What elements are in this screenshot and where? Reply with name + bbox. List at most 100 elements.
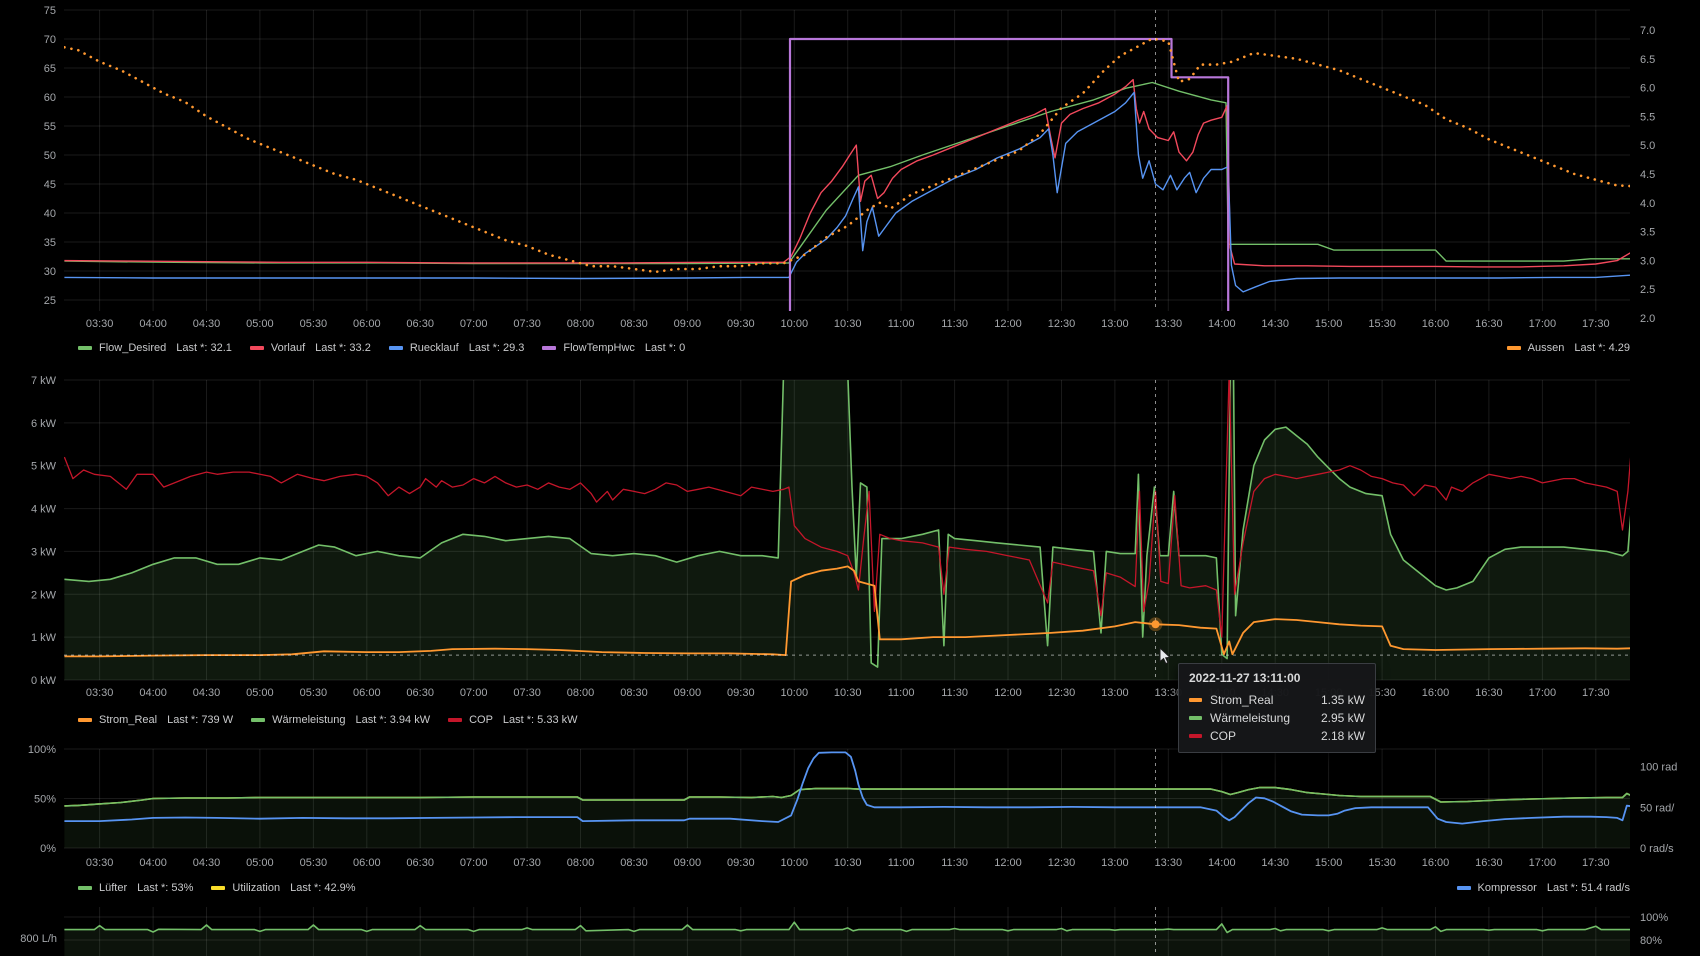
legend-item-ruecklauf[interactable]: Ruecklauf Last *: 29.3 [389, 342, 525, 354]
time-axis-label: 16:00 [1422, 318, 1450, 330]
charts-canvas[interactable]: 75706560555045403530257.06.56.05.55.04.5… [0, 0, 1700, 956]
time-axis-label: 13:00 [1101, 318, 1129, 330]
left-axis-label: 6 kW [31, 418, 57, 430]
legend-item-strom-real[interactable]: Strom_Real Last *: 739 W [78, 714, 233, 726]
series-color-chip [1189, 716, 1202, 720]
time-axis-label: 17:30 [1582, 318, 1610, 330]
time-axis-label: 07:00 [460, 687, 488, 699]
legend-item-kompressor[interactable]: Kompressor Last *: 51.4 rad/s [1457, 882, 1630, 894]
series-color-chip [211, 886, 225, 890]
legend-item-aussen[interactable]: Aussen Last *: 4.29 [1507, 342, 1630, 354]
right-axis-label: 2.5 [1640, 284, 1655, 296]
legend-last-value: Last *: 739 W [167, 714, 233, 726]
time-axis-label: 15:30 [1368, 318, 1396, 330]
chart-fan-compressor[interactable]: 100%50%0%100 rad50 rad/0 rad/s03:3004:00… [28, 744, 1677, 869]
legend-right-group: Kompressor Last *: 51.4 rad/s [1457, 878, 1630, 898]
time-axis-label: 09:30 [727, 857, 755, 869]
left-axis-label: 800 L/h [20, 933, 57, 945]
tooltip-series-name: Wärmeleistung [1210, 711, 1313, 725]
series-color-chip [78, 718, 92, 722]
tooltip-series-name: Strom_Real [1210, 693, 1313, 707]
left-axis-label: 4 kW [31, 504, 57, 516]
left-axis-label: 60 [44, 92, 56, 104]
series-color-chip [78, 886, 92, 890]
series-color-chip [251, 718, 265, 722]
legend-item-luefter[interactable]: Lüfter Last *: 53% [78, 882, 193, 894]
tooltip-series-value: 2.95 kW [1321, 711, 1365, 725]
time-axis-label: 12:30 [1048, 687, 1076, 699]
time-axis-label: 06:30 [406, 687, 434, 699]
left-axis-label: 0% [40, 843, 56, 855]
right-axis-label: 0 rad/s [1640, 843, 1674, 855]
time-axis-label: 07:30 [513, 687, 541, 699]
left-axis-label: 50 [44, 150, 56, 162]
legend-left-group: Flow_Desired Last *: 32.1 Vorlauf Last *… [78, 338, 685, 358]
left-axis-label: 55 [44, 121, 56, 133]
legend-series-name: FlowTempHwc [563, 342, 635, 354]
legend-item-vorlauf[interactable]: Vorlauf Last *: 33.2 [250, 342, 371, 354]
time-axis-label: 17:30 [1582, 687, 1610, 699]
time-axis-label: 03:30 [86, 857, 114, 869]
left-axis-label: 3 kW [31, 546, 57, 558]
left-axis-label: 35 [44, 237, 56, 249]
time-axis-label: 10:30 [834, 687, 862, 699]
time-axis-label: 05:30 [300, 857, 328, 869]
time-axis-label: 05:00 [246, 687, 274, 699]
legend-last-value: Last *: 0 [645, 342, 685, 354]
legend-item-flow-desired[interactable]: Flow_Desired Last *: 32.1 [78, 342, 232, 354]
time-axis-label: 08:00 [567, 857, 595, 869]
time-axis-label: 06:00 [353, 687, 381, 699]
left-axis-label: 5 kW [31, 461, 57, 473]
time-axis-label: 13:00 [1101, 687, 1129, 699]
right-axis-label: 5.5 [1640, 111, 1655, 123]
time-axis-label: 17:00 [1529, 318, 1557, 330]
legend-item-utilization[interactable]: Utilization Last *: 42.9% [211, 882, 355, 894]
time-axis-label: 14:30 [1261, 857, 1289, 869]
time-axis-label: 03:30 [86, 687, 114, 699]
series-color-chip [448, 718, 462, 722]
tooltip-series-value: 2.18 kW [1321, 729, 1365, 743]
time-axis-label: 09:30 [727, 318, 755, 330]
left-axis-label: 30 [44, 266, 56, 278]
time-axis-label: 11:00 [888, 857, 915, 869]
left-axis-label: 75 [44, 5, 56, 17]
time-axis-label: 04:00 [139, 687, 167, 699]
series-color-chip [250, 346, 264, 350]
legend-last-value: Last *: 51.4 rad/s [1547, 882, 1630, 894]
right-axis-label: 7.0 [1640, 25, 1655, 37]
tooltip-series-value: 1.35 kW [1321, 693, 1365, 707]
legend-series-name: Ruecklauf [410, 342, 459, 354]
chart-power[interactable]: 7 kW6 kW5 kW4 kW3 kW2 kW1 kW0 kW03:3004:… [31, 371, 1631, 699]
right-axis-label: 4.5 [1640, 169, 1655, 181]
grafana-dashboard: 75706560555045403530257.06.56.05.55.04.5… [0, 0, 1700, 956]
right-axis-label: 4.0 [1640, 198, 1655, 210]
left-axis-label: 65 [44, 63, 56, 75]
right-axis-label: 3.5 [1640, 227, 1655, 239]
legend-series-name: Strom_Real [99, 714, 157, 726]
time-axis-label: 17:00 [1529, 687, 1557, 699]
series-color-chip [1189, 698, 1202, 702]
legend-item-flowtemphwc[interactable]: FlowTempHwc Last *: 0 [542, 342, 685, 354]
left-axis-label: 0 kW [31, 675, 57, 687]
right-axis-label: 3.0 [1640, 255, 1655, 267]
left-axis-label: 2 kW [31, 589, 57, 601]
left-axis-label: 100% [28, 744, 56, 756]
series-color-chip [78, 346, 92, 350]
legend-left-group: Strom_Real Last *: 739 W Wärmeleistung L… [78, 710, 578, 730]
chart-flow[interactable]: 800 L/h100%80% [20, 907, 1668, 956]
legend-item-waermeleistung[interactable]: Wärmeleistung Last *: 3.94 kW [251, 714, 430, 726]
time-axis-label: 10:00 [781, 318, 809, 330]
left-axis-label: 7 kW [31, 375, 57, 387]
left-axis-label: 45 [44, 179, 56, 191]
time-axis-label: 07:30 [513, 857, 541, 869]
time-axis-label: 13:30 [1155, 318, 1183, 330]
time-axis-label: 09:00 [674, 318, 702, 330]
tooltip-row-cop: COP 2.18 kW [1189, 727, 1365, 745]
right-axis-label: 5.0 [1640, 140, 1655, 152]
legend-item-cop[interactable]: COP Last *: 5.33 kW [448, 714, 577, 726]
time-axis-label: 12:00 [994, 318, 1022, 330]
legend-power: Strom_Real Last *: 739 W Wärmeleistung L… [0, 710, 1700, 730]
legend-last-value: Last *: 29.3 [469, 342, 525, 354]
time-axis-label: 07:00 [460, 857, 488, 869]
left-axis-label: 50% [34, 794, 56, 806]
